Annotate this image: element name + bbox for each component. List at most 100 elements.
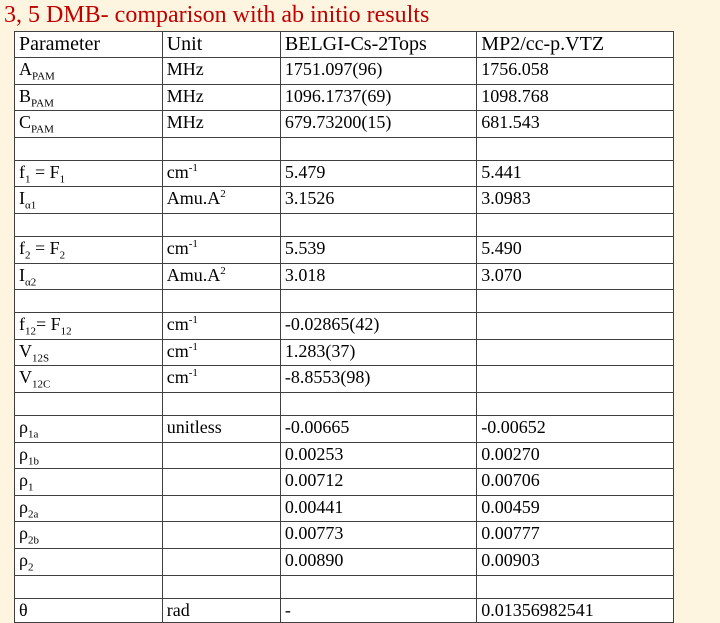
cell-belgi: -0.02865(42) (280, 313, 476, 340)
cell-unit (162, 392, 280, 415)
table-row: ρ1b 0.002530.00270 (15, 442, 674, 469)
cell-unit: rad (162, 598, 280, 622)
cell-mp2: -0.00652 (477, 415, 674, 442)
cell-parameter: ρ2a (15, 495, 163, 522)
cell-unit: cm-1 (162, 339, 280, 366)
cell-unit: cm-1 (162, 313, 280, 340)
cell-belgi: - (280, 598, 476, 622)
cell-belgi: 3.018 (280, 263, 476, 290)
cell-mp2: 1098.768 (477, 84, 674, 111)
cell-mp2: 0.00459 (477, 495, 674, 522)
cell-parameter: ρ1 (15, 469, 163, 496)
header-parameter: Parameter (15, 32, 163, 58)
cell-belgi: 0.00253 (280, 442, 476, 469)
page-title: 3, 5 DMB- comparison with ab initio resu… (0, 0, 720, 31)
cell-belgi (280, 213, 476, 236)
cell-unit: cm-1 (162, 160, 280, 187)
cell-mp2: 0.00270 (477, 442, 674, 469)
cell-parameter: f2 = F2 (15, 236, 163, 263)
cell-parameter: ρ2b (15, 522, 163, 549)
cell-mp2: 0.00903 (477, 548, 674, 575)
cell-unit (162, 575, 280, 598)
table-row: f2 = F2cm-15.5395.490 (15, 236, 674, 263)
table-row: ρ1 0.007120.00706 (15, 469, 674, 496)
cell-parameter: f12= F12 (15, 313, 163, 340)
header-mp2: MP2/cc-p.VTZ (477, 32, 674, 58)
cell-unit: MHz (162, 84, 280, 111)
table-row: APAMMHz1751.097(96)1756.058 (15, 58, 674, 85)
cell-mp2: 681.543 (477, 111, 674, 138)
cell-unit (162, 522, 280, 549)
cell-unit (162, 137, 280, 160)
cell-parameter: Iα2 (15, 263, 163, 290)
cell-parameter: APAM (15, 58, 163, 85)
cell-mp2 (477, 575, 674, 598)
cell-belgi (280, 137, 476, 160)
cell-belgi: -8.8553(98) (280, 366, 476, 393)
cell-mp2 (477, 290, 674, 313)
table-header-row: Parameter Unit BELGI-Cs-2Tops MP2/cc-p.V… (15, 32, 674, 58)
cell-unit: MHz (162, 111, 280, 138)
cell-mp2: 3.0983 (477, 187, 674, 214)
cell-mp2: 0.00777 (477, 522, 674, 549)
cell-parameter (15, 290, 163, 313)
cell-unit (162, 469, 280, 496)
table-row: Iα1Amu.A23.15263.0983 (15, 187, 674, 214)
cell-parameter: ρ2 (15, 548, 163, 575)
cell-unit (162, 495, 280, 522)
table-row: BPAMMHz1096.1737(69)1098.768 (15, 84, 674, 111)
cell-unit (162, 442, 280, 469)
cell-unit: Amu.A2 (162, 187, 280, 214)
table-row: θrad-0.01356982541 (15, 598, 674, 622)
cell-mp2: 0.00706 (477, 469, 674, 496)
cell-unit (162, 548, 280, 575)
cell-belgi: 5.539 (280, 236, 476, 263)
table-row (15, 137, 674, 160)
table-row: ρ1aunitless-0.00665-0.00652 (15, 415, 674, 442)
cell-mp2: 1756.058 (477, 58, 674, 85)
cell-mp2: 0.01356982541 (477, 598, 674, 622)
header-unit: Unit (162, 32, 280, 58)
cell-parameter: V12S (15, 339, 163, 366)
table-row: f12= F12cm-1-0.02865(42) (15, 313, 674, 340)
cell-parameter: ρ1b (15, 442, 163, 469)
table-row (15, 575, 674, 598)
cell-belgi (280, 290, 476, 313)
cell-unit: cm-1 (162, 366, 280, 393)
cell-parameter: f1 = F1 (15, 160, 163, 187)
cell-mp2: 5.490 (477, 236, 674, 263)
cell-belgi: 679.73200(15) (280, 111, 476, 138)
table-row: V12Scm-11.283(37) (15, 339, 674, 366)
cell-parameter: ρ1a (15, 415, 163, 442)
header-belgi: BELGI-Cs-2Tops (280, 32, 476, 58)
cell-belgi (280, 392, 476, 415)
cell-unit: cm-1 (162, 236, 280, 263)
cell-parameter: CPAM (15, 111, 163, 138)
table-row (15, 213, 674, 236)
cell-parameter (15, 392, 163, 415)
cell-parameter: BPAM (15, 84, 163, 111)
table-row: ρ2b 0.007730.00777 (15, 522, 674, 549)
cell-mp2 (477, 213, 674, 236)
cell-mp2: 3.070 (477, 263, 674, 290)
cell-unit: unitless (162, 415, 280, 442)
cell-unit: Amu.A2 (162, 263, 280, 290)
cell-belgi: -0.00665 (280, 415, 476, 442)
cell-belgi: 0.00712 (280, 469, 476, 496)
cell-unit: MHz (162, 58, 280, 85)
cell-belgi: 0.00441 (280, 495, 476, 522)
cell-belgi: 0.00773 (280, 522, 476, 549)
cell-mp2 (477, 392, 674, 415)
cell-mp2 (477, 313, 674, 340)
cell-mp2 (477, 137, 674, 160)
table-row (15, 392, 674, 415)
cell-unit (162, 290, 280, 313)
cell-mp2: 5.441 (477, 160, 674, 187)
table-row: Iα2Amu.A23.0183.070 (15, 263, 674, 290)
table-row: ρ2a 0.004410.00459 (15, 495, 674, 522)
table-row: ρ20.008900.00903 (15, 548, 674, 575)
table-row: CPAMMHz679.73200(15) 681.543 (15, 111, 674, 138)
cell-parameter (15, 137, 163, 160)
comparison-table: Parameter Unit BELGI-Cs-2Tops MP2/cc-p.V… (14, 31, 674, 623)
cell-parameter: Iα1 (15, 187, 163, 214)
